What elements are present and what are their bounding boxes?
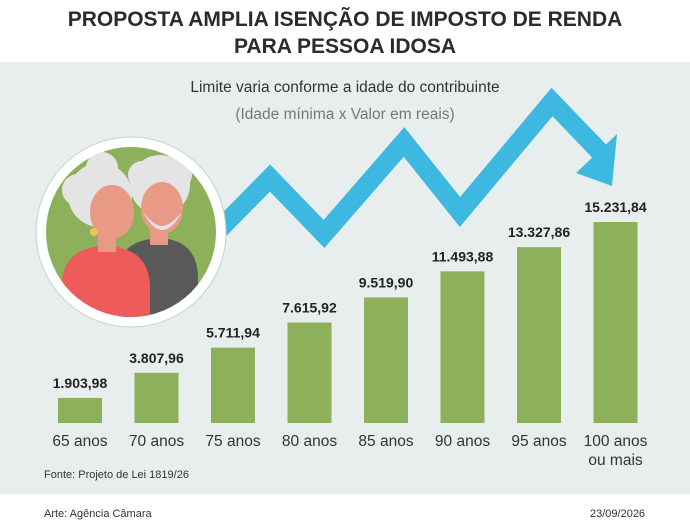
- value-label-5: 9.519,90: [359, 274, 414, 290]
- date-note: 23/09/2026: [590, 508, 646, 520]
- category-label-4: 80 anos: [282, 433, 337, 450]
- bar-4: [287, 322, 332, 423]
- trend-arrow-icon: [143, 87, 617, 307]
- source-note: Fonte: Projeto de Lei 1819/26: [44, 469, 189, 481]
- bar-2: [134, 372, 179, 423]
- category-label-8: 100 anos ou mais: [584, 433, 648, 469]
- chart-title: Limite varia conforme a idade do contrib…: [190, 79, 500, 96]
- category-label-5: 85 anos: [358, 433, 413, 450]
- category-label-6: 90 anos: [435, 433, 490, 450]
- credit-note: Arte: Agência Câmara: [44, 508, 152, 520]
- bar-5: [364, 297, 408, 423]
- bars-group: [58, 222, 638, 423]
- category-label-7: 95 anos: [511, 433, 566, 450]
- value-label-4: 7.615,92: [282, 300, 337, 316]
- category-labels-group: 65 anos 70 anos 75 anos 80 anos 85 anos 90 an…: [52, 433, 647, 469]
- title-line-1: PROPOSTA AMPLIA ISENÇÃO DE IMPOSTO DE RE…: [67, 8, 623, 31]
- value-label-2: 3.807,96: [129, 350, 184, 366]
- value-label-3: 5.711,94: [206, 325, 260, 341]
- value-label-7: 13.327,86: [508, 224, 570, 240]
- chart-subtitle: (Idade mínima x Valor em reais): [235, 106, 455, 123]
- category-label-2: 70 anos: [129, 433, 184, 450]
- title-line-2: PARA PESSOA IDOSA: [233, 35, 457, 58]
- bar-8: [593, 222, 638, 423]
- value-label-8: 15.231,84: [584, 199, 646, 215]
- category-label-3: 75 anos: [205, 433, 260, 450]
- value-label-6: 11.493,88: [432, 248, 494, 264]
- value-labels-group: 1.903,98 3.807,96 5.711,94 7.615,92 9.519,90…: [53, 199, 647, 391]
- bar-6: [440, 271, 485, 423]
- elderly-couple-icon: [35, 136, 227, 328]
- page-title: PROPOSTA AMPLIA ISENÇÃO DE IMPOSTO DE RE…: [0, 6, 690, 60]
- bar-1: [58, 397, 102, 423]
- category-label-1: 65 anos: [52, 433, 107, 450]
- value-label-1: 1.903,98: [53, 375, 108, 391]
- bar-7: [517, 247, 561, 423]
- bar-3: [211, 347, 255, 423]
